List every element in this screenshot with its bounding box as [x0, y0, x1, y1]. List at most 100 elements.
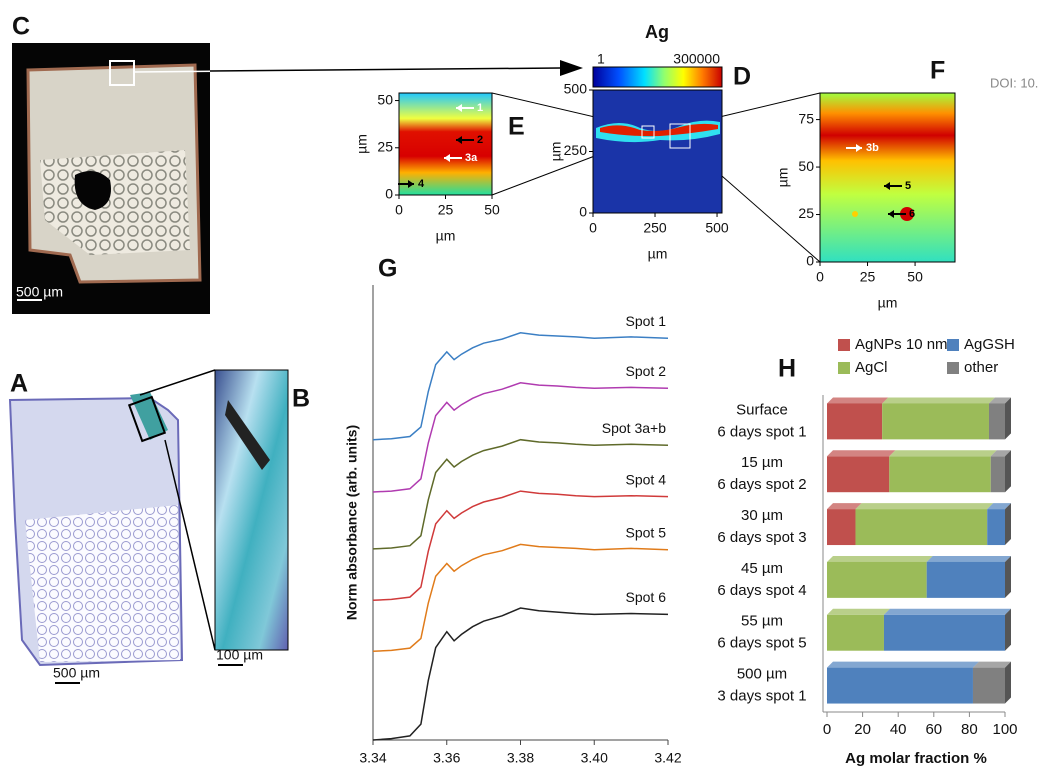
- panel-label: B: [292, 385, 310, 413]
- annotation: 6: [909, 208, 915, 220]
- y-tick-label: 0: [385, 186, 393, 202]
- bar-side: [1005, 450, 1011, 492]
- bar-segment-top: [882, 397, 995, 403]
- category-label: 6 days spot 4: [717, 582, 806, 599]
- panel-label: D: [733, 63, 751, 91]
- annotation: 3a: [465, 152, 478, 164]
- scale-bar-label: 500 µm: [16, 284, 63, 300]
- category-label: 45 µm: [741, 560, 783, 577]
- colorbar: [593, 67, 722, 87]
- connector: [140, 370, 215, 395]
- y-axis-label: µm: [354, 134, 370, 154]
- arrowhead: [560, 60, 583, 76]
- bar-segment: [882, 403, 989, 439]
- y-tick-label: 0: [579, 204, 587, 220]
- y-axis-label: µm: [548, 142, 564, 162]
- category-label: 6 days spot 1: [717, 423, 806, 440]
- bar-segment: [827, 615, 884, 651]
- bar-segment: [827, 509, 855, 545]
- y-tick-label: 250: [564, 142, 588, 158]
- tissue-a-foam: [25, 505, 180, 662]
- category-label: Surface: [736, 401, 788, 418]
- spectrum-line: [373, 491, 668, 600]
- bar-segment: [855, 509, 987, 545]
- bar-segment: [991, 456, 1005, 492]
- bar-side: [1005, 609, 1011, 651]
- heatmap-f-image: [820, 93, 955, 262]
- category-label: 15 µm: [741, 454, 783, 471]
- panel-label: C: [12, 13, 30, 41]
- y-tick-label: 25: [377, 138, 393, 154]
- bar-segment-top: [827, 450, 895, 456]
- legend-label: other: [964, 359, 998, 376]
- x-tick-label: 500: [705, 220, 729, 236]
- doi: DOI: 10.1: [990, 75, 1039, 90]
- x-axis-label: Ag molar fraction %: [845, 750, 987, 767]
- bar-side: [1005, 503, 1011, 545]
- bar-segment-top: [827, 556, 933, 562]
- spectrum-line: [373, 440, 668, 549]
- x-tick-label: 80: [961, 721, 978, 738]
- heatmap-d-image: [593, 90, 722, 213]
- bar-segment: [884, 615, 1005, 651]
- bar-segment-top: [827, 503, 861, 509]
- annotation: 5: [905, 180, 911, 192]
- series-label: Spot 2: [626, 363, 667, 379]
- x-tick-label: 3.34: [359, 750, 386, 766]
- bar-segment-top: [889, 450, 996, 456]
- bar-segment-top: [927, 556, 1011, 562]
- bar-segment-top: [827, 397, 888, 403]
- y-tick-label: 75: [798, 110, 814, 126]
- hot-spot: [852, 211, 858, 217]
- category-label: 30 µm: [741, 507, 783, 524]
- x-tick-label: 25: [860, 269, 876, 285]
- series-label: Spot 1: [626, 313, 667, 329]
- legend-swatch: [838, 362, 850, 374]
- bar-segment: [927, 562, 1005, 598]
- panel-label: G: [378, 255, 397, 283]
- x-tick-label: 50: [484, 202, 500, 218]
- colorbar-label: 1: [597, 51, 605, 67]
- panel-label: E: [508, 113, 525, 141]
- bar-side: [1005, 662, 1011, 704]
- category-label: 3 days spot 1: [717, 688, 806, 705]
- y-axis-label: µm: [775, 168, 791, 188]
- category-label: 6 days spot 5: [717, 635, 806, 652]
- x-tick-label: 25: [438, 202, 454, 218]
- category-label: 6 days spot 2: [717, 476, 806, 493]
- annotation: 4: [418, 178, 425, 190]
- y-tick-label: 0: [806, 253, 814, 269]
- bar-segment: [827, 403, 882, 439]
- y-tick-label: 500: [564, 81, 588, 97]
- x-tick-label: 0: [816, 269, 824, 285]
- bar-segment-top: [973, 662, 1011, 668]
- x-tick-label: 3.38: [507, 750, 534, 766]
- series-label: Spot 3a+b: [602, 420, 666, 436]
- y-tick-label: 25: [798, 205, 814, 221]
- legend-swatch: [947, 339, 959, 351]
- annotation: 1: [477, 102, 483, 114]
- x-axis-label: µm: [436, 228, 456, 244]
- colorbar-label: 300000: [673, 51, 720, 67]
- figure: C 500 µm A 500 µm B 100 µm DOI: 10.1 025…: [0, 0, 1039, 767]
- x-tick-label: 0: [395, 202, 403, 218]
- bar-segment: [973, 668, 1005, 704]
- legend-label: AgCl: [855, 359, 888, 376]
- chart-title: Ag: [645, 22, 669, 42]
- bar-segment-top: [827, 662, 979, 668]
- x-tick-label: 50: [907, 269, 923, 285]
- x-tick-label: 3.40: [581, 750, 608, 766]
- annotation: 2: [477, 134, 483, 146]
- bar-segment: [827, 668, 973, 704]
- bar-side: [1005, 397, 1011, 439]
- panel-label: A: [10, 370, 28, 398]
- bar-segment: [889, 456, 990, 492]
- panel-label: F: [930, 57, 945, 85]
- y-tick-label: 50: [377, 91, 393, 107]
- bar-segment: [827, 562, 927, 598]
- scale-bar-label: 100 µm: [216, 647, 263, 663]
- bar-segment-top: [855, 503, 993, 509]
- x-tick-label: 60: [925, 721, 942, 738]
- x-tick-label: 100: [992, 721, 1017, 738]
- y-tick-label: 50: [798, 158, 814, 174]
